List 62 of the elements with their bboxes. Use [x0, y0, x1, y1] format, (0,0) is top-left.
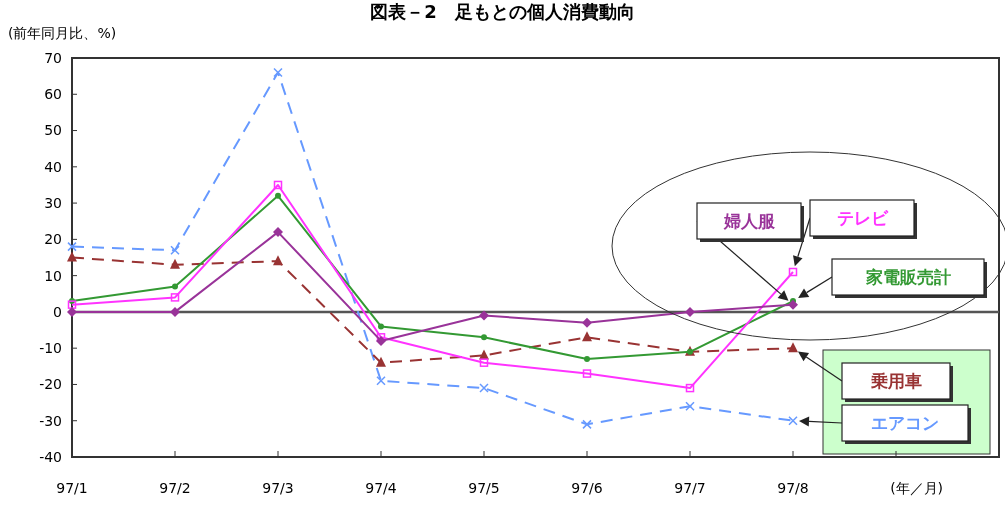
y-tick-label: -30 [39, 412, 62, 429]
y-tick-label: 60 [44, 86, 62, 103]
y-tick-label: -40 [39, 448, 62, 465]
point [685, 401, 695, 411]
x-tick-label: 97/3 [262, 480, 294, 496]
y-tick-label: -10 [39, 340, 62, 357]
y-axis-title: (前年同月比、%) [8, 25, 117, 41]
y-tick-label: 40 [44, 158, 62, 175]
y-tick-label: 30 [44, 194, 62, 211]
x-tick-label: 97/5 [468, 480, 500, 496]
x-tick-label: 97/1 [56, 480, 88, 496]
point [481, 334, 487, 341]
point [170, 306, 180, 317]
point [479, 310, 489, 321]
text: テレビ [836, 207, 889, 228]
point [479, 358, 489, 367]
point [170, 245, 180, 255]
x-tick-label: 97/2 [159, 480, 191, 496]
point [788, 342, 798, 353]
point [273, 67, 283, 78]
point [170, 258, 180, 269]
x-tick-label: 97/4 [365, 480, 397, 496]
point [788, 299, 798, 310]
point [582, 317, 592, 328]
point [788, 267, 798, 277]
y-tick-label: 0 [53, 303, 62, 320]
point [376, 335, 386, 346]
point [788, 415, 798, 426]
point [376, 356, 386, 367]
point [584, 356, 590, 363]
point [170, 293, 180, 302]
y-tick-label: 70 [44, 49, 62, 66]
point [685, 383, 695, 393]
point [378, 323, 384, 330]
point [582, 331, 592, 342]
x-tick-label: 97/6 [571, 480, 603, 496]
text: 婦人服 [722, 210, 776, 231]
text: 家電販売計 [864, 266, 951, 287]
point [685, 306, 695, 317]
point [67, 300, 77, 309]
y-tick-label: 20 [44, 231, 62, 248]
y-tick-label: 50 [44, 122, 62, 139]
point [273, 180, 283, 190]
point [582, 369, 592, 378]
point [67, 306, 77, 317]
point [67, 241, 77, 252]
text: 乗用車 [869, 370, 922, 391]
y-tick-label: -20 [39, 376, 62, 393]
point [582, 419, 592, 430]
chart-title: 図表－2 足もとの個人消費動向 [370, 1, 635, 22]
point [273, 227, 283, 238]
x-tick-label: 97/8 [777, 480, 809, 496]
x-axis-title: (年／月) [890, 480, 944, 496]
point [376, 376, 386, 386]
x-tick-label: 97/7 [674, 480, 706, 496]
point [479, 383, 489, 393]
y-tick-label: 10 [44, 267, 62, 284]
point [273, 255, 283, 266]
point [172, 283, 178, 290]
text: エアコン [871, 412, 939, 433]
point [67, 251, 77, 262]
point [275, 192, 281, 199]
